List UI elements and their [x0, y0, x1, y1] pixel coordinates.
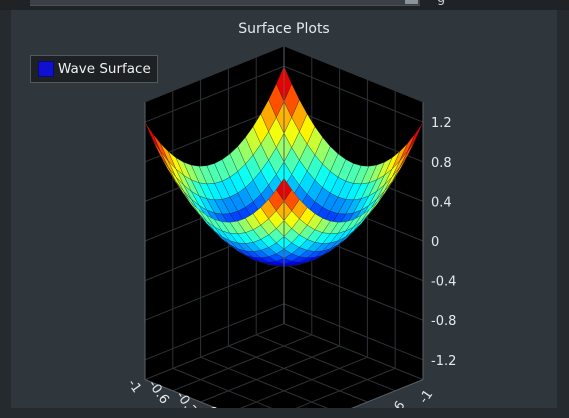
z-tick-label: 0 — [431, 235, 439, 250]
z-tick-label: 0.8 — [431, 156, 452, 171]
top-scroll-knob[interactable] — [405, 0, 418, 4]
box-edge — [351, 379, 424, 408]
grid-line-x-floor — [239, 356, 368, 408]
grid-line-x-floor — [172, 334, 312, 392]
y-tick-label: -1 — [417, 387, 437, 406]
legend-swatch — [38, 61, 54, 77]
z-tick-label: -0.8 — [431, 314, 456, 329]
x-tick-label: 0.2 — [203, 404, 227, 408]
chart-panel: Surface Plots Wave Surface -1.2 -0.8 -0.4 0… — [11, 10, 557, 408]
z-tick-label: 1.2 — [431, 116, 452, 131]
chart-title: Surface Plots — [238, 21, 330, 37]
z-tick-label: 0.4 — [431, 195, 452, 210]
surface-plot[interactable]: -1.2-0.8-0.400.40.81.2-1-0.6-0.20.20.61-… — [11, 10, 557, 408]
grid-line-y-floor — [283, 323, 424, 381]
grid-line-x-floor — [295, 367, 396, 408]
z-tick-label: -1.2 — [431, 354, 456, 369]
x-tick-label: -1 — [124, 377, 144, 396]
grid-line-x-floor — [144, 323, 285, 381]
box-edge — [144, 379, 217, 408]
legend-label: Wave Surface — [58, 61, 151, 77]
legend[interactable]: Wave Surface — [30, 55, 158, 83]
grid-line-y-floor — [200, 356, 329, 408]
top-input-field[interactable] — [30, 0, 420, 6]
grid-line-y-floor — [228, 345, 368, 403]
top-partial-label: g — [437, 0, 445, 6]
grid-line-y-floor — [172, 367, 273, 408]
z-tick-label: -0.4 — [431, 275, 456, 290]
grid-line-x-floor — [200, 345, 340, 403]
floor-plane — [145, 323, 423, 408]
top-strip: g — [0, 0, 569, 10]
y-tick-label: -0.6 — [382, 398, 409, 408]
grid-line-y-floor — [256, 334, 396, 392]
